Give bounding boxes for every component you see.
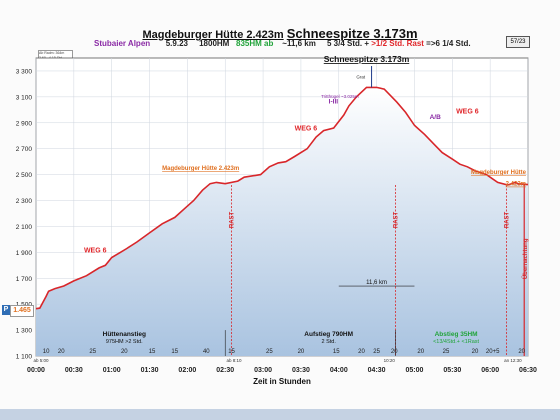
rast-label: RAST xyxy=(230,211,236,228)
segment-label: Aufstieg 790HM xyxy=(304,331,353,338)
x-tick-label: 04:00 xyxy=(330,367,348,374)
weg-label: WEG 6 xyxy=(456,109,479,116)
duration-number: 20 xyxy=(298,349,305,355)
segment-sublabel: <13/4Std.+ <1Rast xyxy=(433,339,479,345)
region-label: Stubaier Alpen xyxy=(94,39,151,48)
rast-label: RAST xyxy=(505,211,511,228)
time-summary-a: 5 3/4 Std. + xyxy=(326,39,370,48)
y-tick-label: 1 700 xyxy=(16,276,33,283)
hm-ab-label: 835HM ab xyxy=(236,39,274,48)
chart-header: Magdeburger Hütte 2.423m Schneespitze 3.… xyxy=(0,0,560,50)
duration-number: 20 xyxy=(121,349,128,355)
title-peak: Schneespitze 3.173m xyxy=(286,26,418,41)
x-tick-label: 02:00 xyxy=(178,367,196,374)
duration-number: 20 xyxy=(58,349,65,355)
y-tick-label: 1 100 xyxy=(16,354,33,361)
elevation-area xyxy=(36,87,528,357)
x-tick-label: 01:30 xyxy=(141,367,159,374)
elevation-line xyxy=(35,86,529,310)
y-tick-label: 3 300 xyxy=(16,68,33,75)
duration-number: 20 xyxy=(472,349,479,355)
duration-number: 25 xyxy=(373,349,380,355)
overnight-label: Übernachtung xyxy=(522,238,529,279)
y-tick-label: 2 100 xyxy=(16,224,33,231)
x-tick-label: 00:30 xyxy=(65,367,83,374)
duration-number: 10 xyxy=(43,349,50,355)
y-tick-label: 2 900 xyxy=(16,120,33,127)
weg-label: WEG 6 xyxy=(84,247,107,254)
y-tick-label: 1 900 xyxy=(16,250,33,257)
duration-number: 20 xyxy=(391,349,398,355)
x-axis-label: Zeit in Stunden xyxy=(253,377,311,386)
distance-label: ~11,6 km xyxy=(282,39,316,48)
x-tick-label: 05:00 xyxy=(406,367,424,374)
chart-subtitle: Stubaier Alpen 5.9.23 1800HM 835HM ab ~1… xyxy=(94,39,534,48)
peak-label: Schneespitze 3.173m xyxy=(324,54,410,64)
location-label: Tritthügel ~3.025m xyxy=(321,94,359,99)
duration-number: 15 xyxy=(228,349,235,355)
duration-number: 20 xyxy=(417,349,424,355)
start-elevation-badge: 1.465 xyxy=(10,305,34,317)
y-tick-label: 2 500 xyxy=(16,172,33,179)
duration-number: 20 xyxy=(518,349,525,355)
duration-number: 15 xyxy=(333,349,340,355)
y-tick-label: 2 300 xyxy=(16,198,33,205)
x-tick-label: 06:30 xyxy=(519,367,537,374)
route-grade-label: A/B xyxy=(430,114,442,121)
duration-number: 40 xyxy=(203,349,210,355)
duration-number: 25 xyxy=(266,349,273,355)
clock-time-label: an 12:30 xyxy=(504,358,522,363)
duration-number: 15 xyxy=(171,349,178,355)
note-line: Ab Radm: 364m xyxy=(39,51,65,55)
parking-badge: P xyxy=(2,305,10,315)
clock-time-label: ab 8:10 xyxy=(227,358,243,363)
y-tick-label: 3 100 xyxy=(16,94,33,101)
title-hut: Magdeburger Hütte 2.423m xyxy=(142,29,284,41)
duration-number: 15 xyxy=(149,349,156,355)
location-label: Magdeburger Hütte 2.423m xyxy=(162,166,239,172)
location-label: Grat xyxy=(356,75,366,80)
time-summary-b: >1/2 Std. Rast xyxy=(371,39,424,48)
location-label: 2.423m xyxy=(506,182,526,188)
x-tick-label: 04:30 xyxy=(368,367,386,374)
segment-label: Abstieg 35HM xyxy=(435,331,478,338)
x-tick-label: 01:00 xyxy=(103,367,121,374)
date-label: 5.9.23 xyxy=(165,39,188,48)
clock-time-label: ab 5:00 xyxy=(34,358,50,363)
clock-time-label: 10:20 xyxy=(384,358,396,363)
segment-sublabel: 975HM >2 Std. xyxy=(106,339,143,345)
x-tick-label: 03:30 xyxy=(292,367,310,374)
x-tick-label: 00:00 xyxy=(27,367,45,374)
segment-sublabel: 2 Std. xyxy=(321,339,336,345)
route-grade-label: I-III xyxy=(329,98,339,105)
duration-number: 25 xyxy=(443,349,450,355)
hm-total-label: 1800HM xyxy=(199,39,230,48)
distance-label: 11,6 km xyxy=(366,280,387,286)
chart-title: Magdeburger Hütte 2.423m Schneespitze 3.… xyxy=(0,26,560,41)
x-tick-label: 05:30 xyxy=(443,367,461,374)
page-number-badge: 57/23 xyxy=(506,36,530,48)
note-line: 3,60 - 4 18 Std. xyxy=(39,55,63,60)
segment-label: Hüttenanstieg xyxy=(103,331,146,338)
duration-number: 20 xyxy=(358,349,365,355)
weg-label: WEG 6 xyxy=(295,126,318,133)
duration-number: 25 xyxy=(89,349,96,355)
footer-strip xyxy=(0,409,560,420)
x-tick-label: 02:30 xyxy=(216,367,234,374)
x-tick-label: 03:00 xyxy=(254,367,272,374)
x-tick-label: 06:00 xyxy=(481,367,499,374)
location-label: Magdeburger Hütte xyxy=(471,170,527,176)
time-summary-c: =>6 1/4 Std. xyxy=(426,39,471,48)
y-tick-label: 1 300 xyxy=(16,328,33,335)
y-tick-label: 2 700 xyxy=(16,146,33,153)
duration-number: 20+5 xyxy=(486,349,500,355)
rast-label: RAST xyxy=(394,211,400,228)
